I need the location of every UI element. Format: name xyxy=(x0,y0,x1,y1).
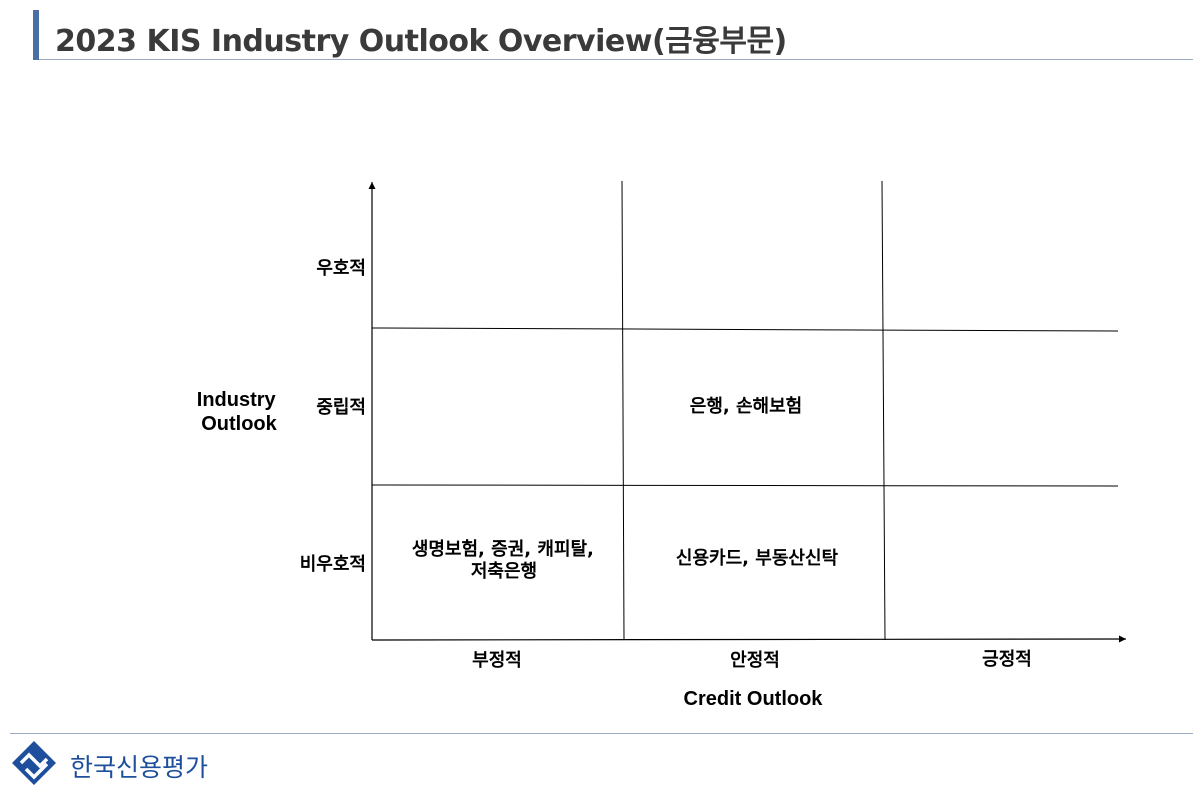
y-axis-title-line: Outlook xyxy=(201,413,277,435)
cell-unfavorable-negative: 생명보험, 증권, 캐피탈, 저축은행 xyxy=(412,538,600,582)
x-tick-label: 부정적 xyxy=(472,650,522,671)
cell-line: 생명보험, 증권, 캐피탈, xyxy=(412,538,594,560)
grid-vertical-1 xyxy=(621,180,625,641)
x-tick-label: 긍정적 xyxy=(982,649,1032,670)
x-axis-title: Credit Outlook xyxy=(684,688,824,710)
y-tick-label: 중립적 xyxy=(316,397,366,418)
x-tick-label: 안정적 xyxy=(730,650,780,671)
grid-horizontal-1 xyxy=(371,327,1119,332)
outlook-matrix: Industry Outlook 우호적 중립적 비우호적 부정적 안정적 긍정… xyxy=(197,180,1127,710)
brand-logo-icon xyxy=(12,741,56,785)
grid-horizontal-2 xyxy=(371,484,1119,487)
y-axis-title-line: Industry xyxy=(197,389,277,411)
brand-name: 한국신용평가 xyxy=(70,753,209,782)
title-divider xyxy=(39,59,1193,60)
title-accent-bar xyxy=(33,10,39,60)
cell-neutral-stable: 은행, 손해보험 xyxy=(690,395,802,417)
page-title: 2023 KIS Industry Outlook Overview(금융부문) xyxy=(55,24,787,59)
cell-line: 신용카드, 부동산신탁 xyxy=(676,548,839,569)
y-tick-label: 비우호적 xyxy=(300,554,366,575)
cell-unfavorable-stable: 신용카드, 부동산신탁 xyxy=(676,548,839,569)
y-axis-title: Industry Outlook xyxy=(197,389,281,435)
footer-divider xyxy=(10,733,1193,734)
cell-line: 은행, 손해보험 xyxy=(690,395,802,417)
cell-line: 저축은행 xyxy=(471,561,537,582)
grid-vertical-2 xyxy=(881,180,886,641)
y-tick-label: 우호적 xyxy=(316,258,366,279)
x-axis xyxy=(371,635,1127,643)
